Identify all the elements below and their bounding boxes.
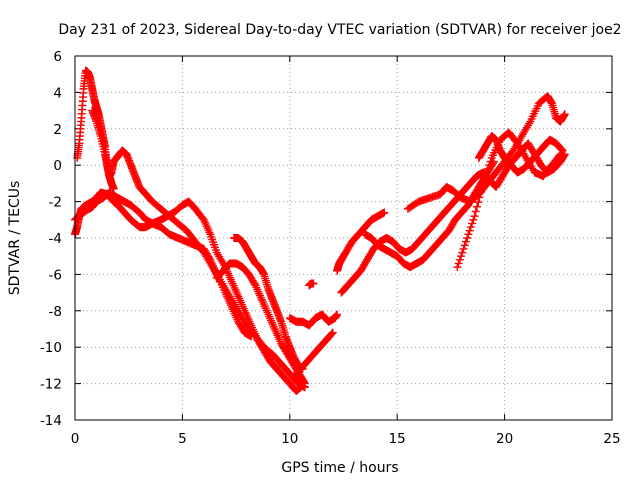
data-point [468,219,477,228]
x-tick-label: 5 [178,431,187,447]
data-point [454,259,463,268]
data-point [472,202,481,211]
data-point [558,146,567,155]
data-point [470,212,479,221]
y-tick-label: 6 [53,49,62,65]
data-point [475,193,484,202]
y-tick-label: -6 [49,267,62,283]
data-point [328,328,337,337]
data-point [476,188,485,197]
data-point [460,241,469,250]
data-point [458,248,467,257]
data-point [557,145,566,154]
series-trace-i [305,279,318,290]
series-trace-k [337,139,569,297]
x-tick-label: 25 [603,431,620,447]
data-point [560,110,569,119]
data-point [481,172,490,181]
x-tick-label: 10 [281,431,298,447]
chart-title: Day 231 of 2023, Sidereal Day-to-day VTE… [58,22,621,38]
y-tick-label: -2 [49,195,62,211]
data-point [482,168,491,177]
data-point [327,329,336,338]
data-point [555,151,564,160]
data-point [309,279,318,288]
grid-lines [75,56,612,420]
data-point [333,310,342,319]
data-point [109,184,118,193]
y-tick-label: 4 [53,85,62,101]
data-point [466,223,475,232]
y-tick-label: -12 [40,377,62,393]
x-tick-label: 15 [389,431,406,447]
series-trace-m [403,92,569,213]
data-point [474,198,483,207]
series-trace-l [360,157,498,272]
data-point [463,234,472,242]
series-trace-j [333,208,389,275]
x-tick-label: 20 [496,431,513,447]
data-point [455,255,464,264]
y-tick-label: -10 [40,340,62,356]
data-point [485,161,494,170]
data-point [380,208,389,217]
data-point [250,279,259,288]
y-tick-label: -14 [40,413,62,429]
y-tick-label: 0 [53,158,62,174]
data-point [486,157,495,166]
series-trace-o [474,132,567,177]
data-point [453,263,462,272]
y-tick-label: -8 [49,304,62,320]
axis-ticks: 0 5 10 15 20 25 -14 -12 -10 -8 -6 -4 -2 0 2 4 6 [40,49,621,447]
data-point [484,164,493,173]
y-tick-label: 2 [53,122,62,138]
data-point [457,252,466,261]
data-point [469,215,478,224]
data-point [477,184,486,193]
data-point [464,230,473,239]
series-trace-g [285,310,342,330]
x-axis-label: GPS time / hours [281,460,398,476]
plot-frame [74,55,613,421]
data-point [471,207,480,216]
data-point [479,179,488,188]
data-point [459,244,468,253]
data-point [461,237,470,246]
series-trace-b [71,188,256,341]
data-point [480,175,489,184]
series-trace-h [290,328,337,381]
data-point [465,226,474,235]
series-trace-d [88,106,309,392]
y-axis-label: SDTVAR / TECUs [7,181,23,296]
data-points [71,66,569,395]
y-tick-label: -4 [49,231,62,247]
data-point [300,379,309,388]
x-tick-label: 0 [71,431,80,447]
